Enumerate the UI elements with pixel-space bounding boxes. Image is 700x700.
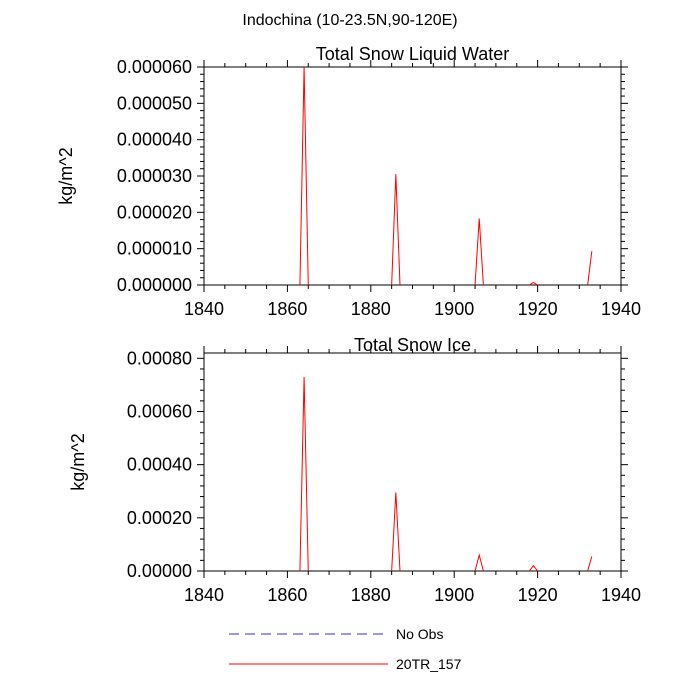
y-tick-label: 0.000000 [117, 275, 192, 295]
y-axis-label: kg/m^2 [56, 147, 76, 204]
x-tick-label: 1860 [267, 299, 307, 319]
panel-snow-ice: Total Snow Ice kg/m^2 1840 1860 1880 1900 1920… [68, 335, 641, 605]
y-tick-label: 0.00080 [127, 348, 192, 368]
y-tick-label: 0.000050 [117, 93, 192, 113]
y-tick-label: 0.000010 [117, 239, 192, 259]
x-tick-label: 1940 [601, 585, 641, 605]
y-axis-label: kg/m^2 [68, 433, 88, 490]
x-tick-label: 1900 [434, 585, 474, 605]
series-line-20tr-157 [587, 556, 593, 572]
x-tick-label: 1920 [518, 585, 558, 605]
legend-label-no-obs: No Obs [396, 626, 444, 642]
y-tick-label: 0.00060 [127, 401, 192, 421]
chart-title: Total Snow Liquid Water [316, 44, 509, 64]
y-tick-label: 0.000030 [117, 166, 192, 186]
y-tick-label: 0.00040 [127, 455, 192, 475]
y-tick-label: 0.000020 [117, 202, 192, 222]
series-line-20tr-157 [587, 251, 593, 286]
x-tick-label: 1840 [184, 299, 224, 319]
series-line-20tr-157 [474, 553, 484, 572]
series-line-20tr-157 [299, 66, 309, 286]
y-tick-label: 0.000040 [117, 130, 192, 150]
figure-title: Indochina (10-23.5N,90-120E) [242, 12, 458, 29]
x-tick-label: 1860 [267, 585, 307, 605]
x-tick-label: 1900 [434, 299, 474, 319]
series-line-20tr-157 [474, 218, 484, 286]
y-tick-label: 0.00000 [127, 561, 192, 581]
x-tick-label: 1940 [601, 299, 641, 319]
series-line-20tr-157 [391, 174, 401, 286]
legend-label-20tr-157: 20TR_157 [396, 656, 462, 672]
series-line-20tr-157 [391, 492, 401, 572]
plot-frame [203, 352, 622, 572]
panel-snow-liquid-water: Total Snow Liquid Water kg/m^2 1840 1860 188… [56, 44, 641, 319]
y-tick-label: 0.00020 [127, 508, 192, 528]
series-line-20tr-157 [528, 564, 538, 572]
y-tick-label: 0.000060 [117, 57, 192, 77]
legend [229, 633, 388, 665]
series-line-20tr-157 [299, 376, 309, 572]
plot-frame [203, 66, 622, 286]
x-tick-label: 1840 [184, 585, 224, 605]
x-tick-label: 1880 [351, 585, 391, 605]
x-tick-label: 1920 [518, 299, 558, 319]
chart-title: Total Snow Ice [354, 335, 471, 355]
x-tick-label: 1880 [351, 299, 391, 319]
